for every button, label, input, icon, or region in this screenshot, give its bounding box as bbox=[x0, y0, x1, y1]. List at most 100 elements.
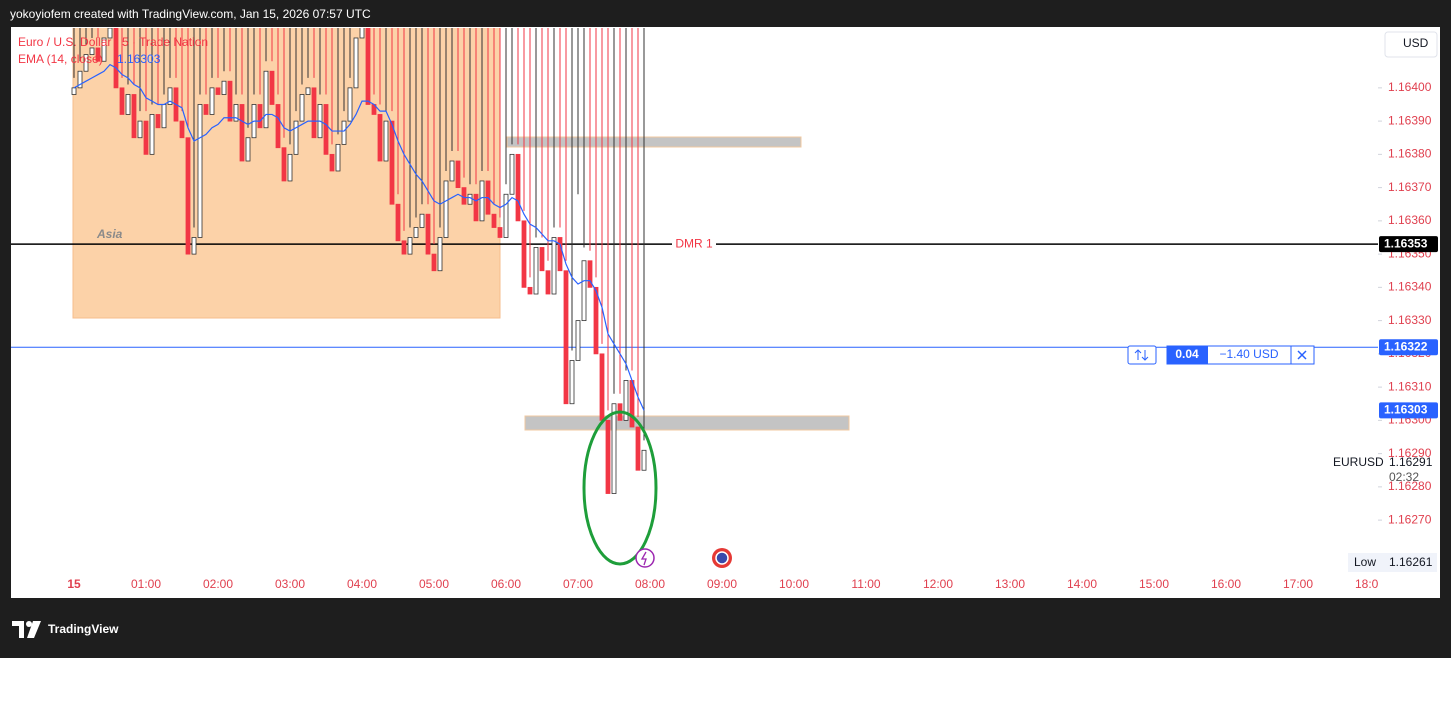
candle-body bbox=[311, 87, 317, 139]
candle-body bbox=[107, 28, 113, 39]
ema-line bbox=[73, 63, 645, 411]
x-tick-label: 09:00 bbox=[707, 577, 737, 591]
x-tick-label: 08:00 bbox=[635, 577, 665, 591]
candle-body bbox=[287, 153, 293, 182]
y-tick-label: 1.16290 bbox=[1388, 446, 1432, 460]
candle-body bbox=[155, 114, 161, 129]
candle-body bbox=[365, 28, 371, 105]
candle-body bbox=[401, 240, 407, 255]
x-tick-label: 13:00 bbox=[995, 577, 1025, 591]
candle-body bbox=[257, 104, 263, 129]
candle-body bbox=[491, 213, 497, 228]
candle-body bbox=[545, 270, 551, 295]
candle-body bbox=[383, 120, 389, 162]
candle-body bbox=[125, 94, 131, 115]
candle-body bbox=[359, 28, 365, 39]
candle-body bbox=[179, 120, 185, 139]
candle-body bbox=[83, 54, 89, 72]
candle-body bbox=[521, 220, 527, 288]
candle-body bbox=[299, 94, 305, 122]
candle-body bbox=[191, 237, 197, 255]
candle-body bbox=[413, 227, 419, 238]
last-price: 1.16291 bbox=[1389, 455, 1433, 469]
time-axis: 15 01:00 02:00 03:00 04:00 05:00 06:00 07:00 08:… bbox=[67, 577, 1378, 591]
candle-body bbox=[185, 137, 191, 255]
candle-body bbox=[119, 87, 125, 115]
x-tick-label: 04:00 bbox=[347, 577, 377, 591]
candle-body bbox=[341, 120, 347, 145]
candle-body bbox=[89, 47, 95, 56]
candle-body bbox=[455, 160, 461, 189]
candle-body bbox=[497, 227, 503, 238]
candle-body bbox=[203, 104, 209, 115]
zone-label: Asia bbox=[96, 227, 123, 241]
close-position-icon[interactable] bbox=[1297, 350, 1307, 360]
x-tick-label: 12:00 bbox=[923, 577, 953, 591]
y-tick-label: 1.16310 bbox=[1388, 379, 1432, 393]
candle-body bbox=[539, 247, 545, 272]
logo-mark bbox=[27, 621, 41, 638]
candle-body bbox=[557, 237, 563, 272]
candle-body bbox=[233, 104, 239, 122]
candle-body bbox=[515, 153, 521, 222]
candle-body bbox=[347, 87, 353, 122]
symbol-desc: Euro / U.S. Dollar · 5 · Trade Nation bbox=[18, 35, 208, 49]
candle-body bbox=[335, 143, 341, 172]
ema-tag-label: 1.16303 bbox=[1384, 403, 1428, 417]
logo-mark bbox=[26, 621, 32, 627]
candle-body bbox=[629, 380, 635, 428]
currency-button[interactable] bbox=[1384, 31, 1438, 58]
candle-body bbox=[293, 120, 299, 155]
price-tag-label: 1.16353 bbox=[1384, 236, 1428, 250]
bolt-icon bbox=[640, 551, 647, 566]
candle-body bbox=[389, 120, 395, 205]
candle-body bbox=[161, 104, 167, 129]
logo-mark bbox=[12, 621, 24, 638]
ema-legend: EMA (14, close) bbox=[18, 52, 103, 66]
candle-body bbox=[269, 70, 275, 105]
plot: Asia DMR 1 bbox=[11, 28, 1378, 568]
line-label: DMR 1 bbox=[675, 236, 713, 250]
candle-body bbox=[197, 104, 203, 238]
candle-body bbox=[353, 37, 359, 89]
candle-body bbox=[131, 94, 137, 139]
candle-body bbox=[239, 104, 245, 162]
candle-body bbox=[323, 104, 329, 155]
y-tick-label: 1.16390 bbox=[1388, 113, 1432, 127]
candle-body bbox=[149, 114, 155, 155]
candle-body bbox=[635, 426, 641, 471]
candle-body bbox=[407, 237, 413, 255]
candle-body bbox=[509, 153, 515, 195]
reverse-button[interactable] bbox=[1127, 345, 1157, 365]
x-tick-label: 02:00 bbox=[203, 577, 233, 591]
low-value: 1.16261 bbox=[1389, 555, 1433, 569]
x-tick-label: 10:00 bbox=[779, 577, 809, 591]
price-axis: 1.16400 1.16390 1.16380 1.16370 1.16360 1.163… bbox=[1378, 80, 1432, 526]
candle-body bbox=[443, 180, 449, 238]
x-tick-label: 06:00 bbox=[491, 577, 521, 591]
candle-body bbox=[593, 286, 599, 355]
x-tick-label: 17:00 bbox=[1283, 577, 1313, 591]
position-pnl: −1.40 USD bbox=[1219, 347, 1278, 361]
candle-body bbox=[569, 360, 575, 405]
x-tick-label: 03:00 bbox=[275, 577, 305, 591]
candle-body bbox=[245, 137, 251, 162]
low-label: Low bbox=[1354, 555, 1376, 569]
candle-body bbox=[101, 37, 107, 62]
brand: TradingView bbox=[12, 621, 119, 638]
candle-body bbox=[281, 147, 287, 182]
event-icon bbox=[635, 548, 655, 568]
ema-tag bbox=[1379, 402, 1438, 419]
candle-body bbox=[209, 87, 215, 115]
candle-body bbox=[137, 120, 143, 139]
candle-body bbox=[527, 286, 533, 295]
ema-legend-value: 1.16303 bbox=[117, 52, 161, 66]
price-tag-label: 1.16322 bbox=[1384, 339, 1428, 353]
candle-body bbox=[599, 353, 605, 421]
x-tick-label: 16:00 bbox=[1211, 577, 1241, 591]
candle-body bbox=[473, 193, 479, 222]
ema bbox=[73, 63, 645, 411]
candle-body bbox=[431, 253, 437, 272]
symbol: EURUSD bbox=[1333, 455, 1384, 469]
low-tag bbox=[1348, 553, 1437, 572]
